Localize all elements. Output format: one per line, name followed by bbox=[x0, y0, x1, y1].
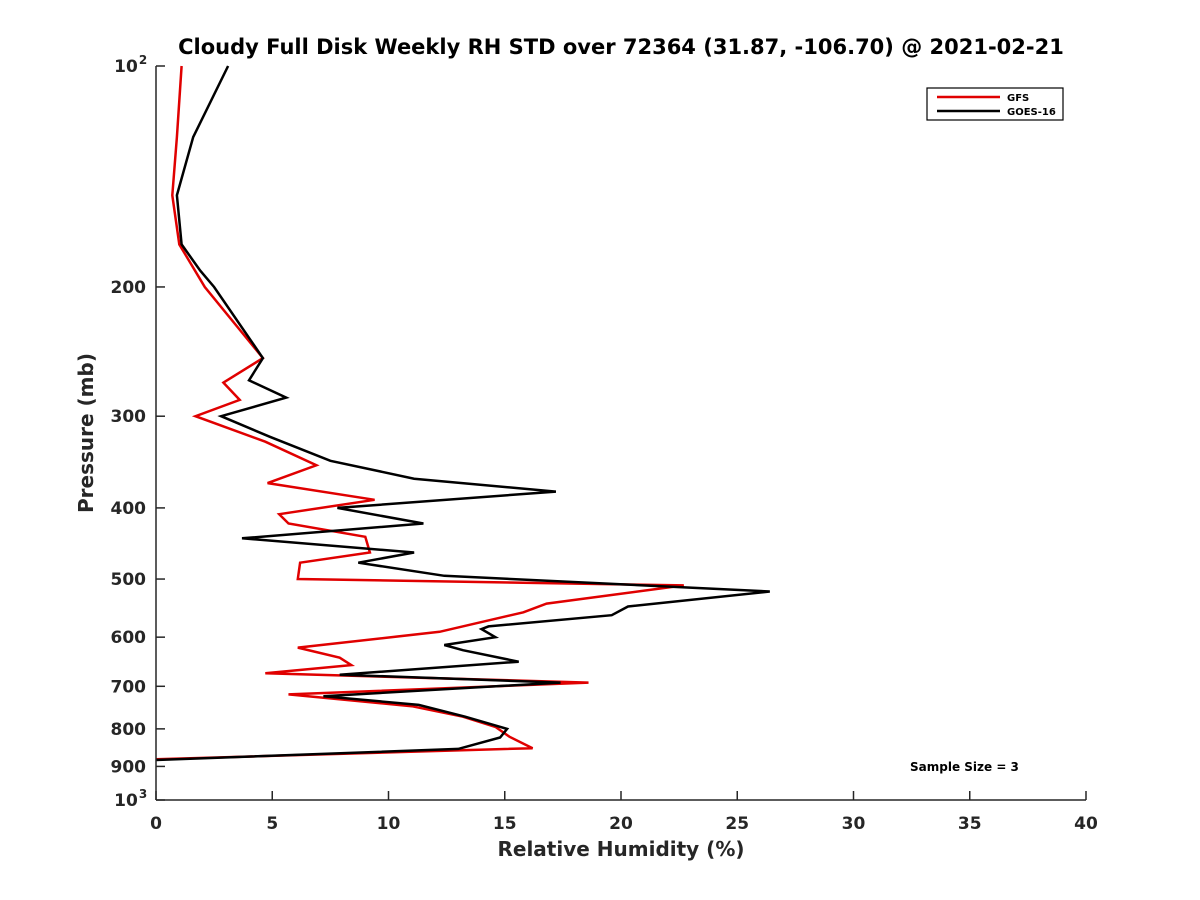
x-tick-label: 20 bbox=[609, 814, 633, 834]
series-layer bbox=[155, 65, 770, 762]
x-tick-label: 0 bbox=[150, 814, 162, 834]
y-tick-label: 500 bbox=[111, 570, 147, 590]
x-tick-label: 30 bbox=[842, 814, 866, 834]
x-ticks: 0 5 10 15 20 25 30 35 40 bbox=[150, 791, 1098, 834]
legend-label-goes-16: GOES-16 bbox=[1007, 107, 1056, 118]
y-tick-label: 10 bbox=[114, 791, 138, 811]
x-tick-label: 35 bbox=[958, 814, 982, 834]
x-tick-label: 5 bbox=[266, 814, 278, 834]
y-tick-label: 800 bbox=[111, 720, 147, 740]
y-axis-label: Pressure (mb) bbox=[74, 353, 98, 513]
x-tick-label: 10 bbox=[377, 814, 401, 834]
plot-area bbox=[156, 66, 1086, 800]
x-axis-label: Relative Humidity (%) bbox=[497, 837, 744, 861]
chart-title: Cloudy Full Disk Weekly RH STD over 7236… bbox=[178, 35, 1064, 59]
y-tick-label: 10 bbox=[114, 57, 138, 77]
y-tick-label: 900 bbox=[111, 757, 147, 777]
y-tick-label: 600 bbox=[111, 628, 147, 648]
y-tick-label: 400 bbox=[111, 499, 147, 519]
x-tick-label: 15 bbox=[493, 814, 517, 834]
series-line-gfs bbox=[155, 65, 684, 761]
y-tick-label: 200 bbox=[111, 278, 147, 298]
y-tick-label-exponent: 3 bbox=[139, 787, 147, 801]
y-tick-label: 300 bbox=[111, 407, 147, 427]
x-tick-label: 40 bbox=[1074, 814, 1098, 834]
legend: GFS GOES-16 bbox=[926, 87, 1064, 121]
legend-label-gfs: GFS bbox=[1007, 93, 1029, 104]
y-tick-label-exponent: 2 bbox=[139, 53, 147, 67]
legend-box bbox=[926, 87, 1064, 121]
series-line-goes-16 bbox=[155, 65, 770, 762]
x-tick-label: 25 bbox=[725, 814, 749, 834]
sample-size-annotation: Sample Size = 3 bbox=[910, 760, 1019, 774]
y-tick-label: 700 bbox=[111, 677, 147, 697]
